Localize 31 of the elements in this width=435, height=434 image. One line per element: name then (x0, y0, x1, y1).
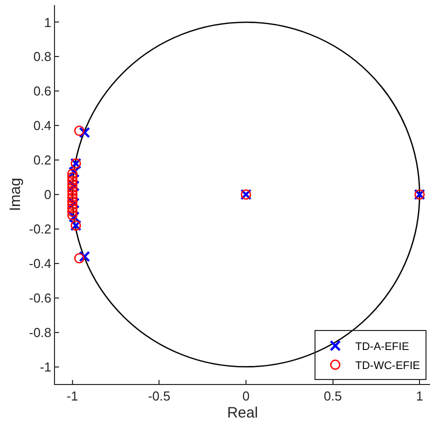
y-tick-label: 1 (44, 14, 52, 30)
x-tick-label: 0.5 (324, 388, 342, 404)
x-tick-label: 0 (242, 388, 250, 404)
y-tick-label: -0.6 (28, 290, 52, 306)
y-tick-label: 0.4 (33, 118, 52, 134)
legend-label: TD-A-EFIE (355, 341, 410, 353)
y-tick-label: 0.6 (33, 84, 52, 99)
point (78, 126, 90, 138)
point (78, 250, 90, 262)
y-tick-label: -0.2 (28, 222, 52, 236)
point (67, 203, 78, 214)
legend-label: TD-WC-EFIE (355, 360, 420, 372)
point (67, 186, 78, 196)
point (74, 253, 84, 264)
point (67, 176, 78, 186)
x-axis-title: Real (227, 404, 258, 422)
point (67, 189, 78, 200)
x-tick-label: 1 (416, 388, 424, 404)
x-tick-label: -0.5 (148, 388, 170, 404)
point (74, 126, 84, 136)
y-tick-label: 0.2 (33, 152, 52, 168)
x-tick-label: -1 (66, 388, 78, 404)
point (67, 172, 78, 182)
y-tick-label: 0 (44, 187, 52, 202)
y-tick-label: 0.8 (33, 49, 52, 64)
y-tick-label: -1 (40, 359, 52, 374)
y-tick-label: -0.4 (28, 256, 52, 271)
point (67, 192, 78, 204)
y-tick-label: -0.8 (28, 324, 52, 340)
point (67, 206, 78, 217)
y-axis-title: Imag (7, 178, 24, 212)
